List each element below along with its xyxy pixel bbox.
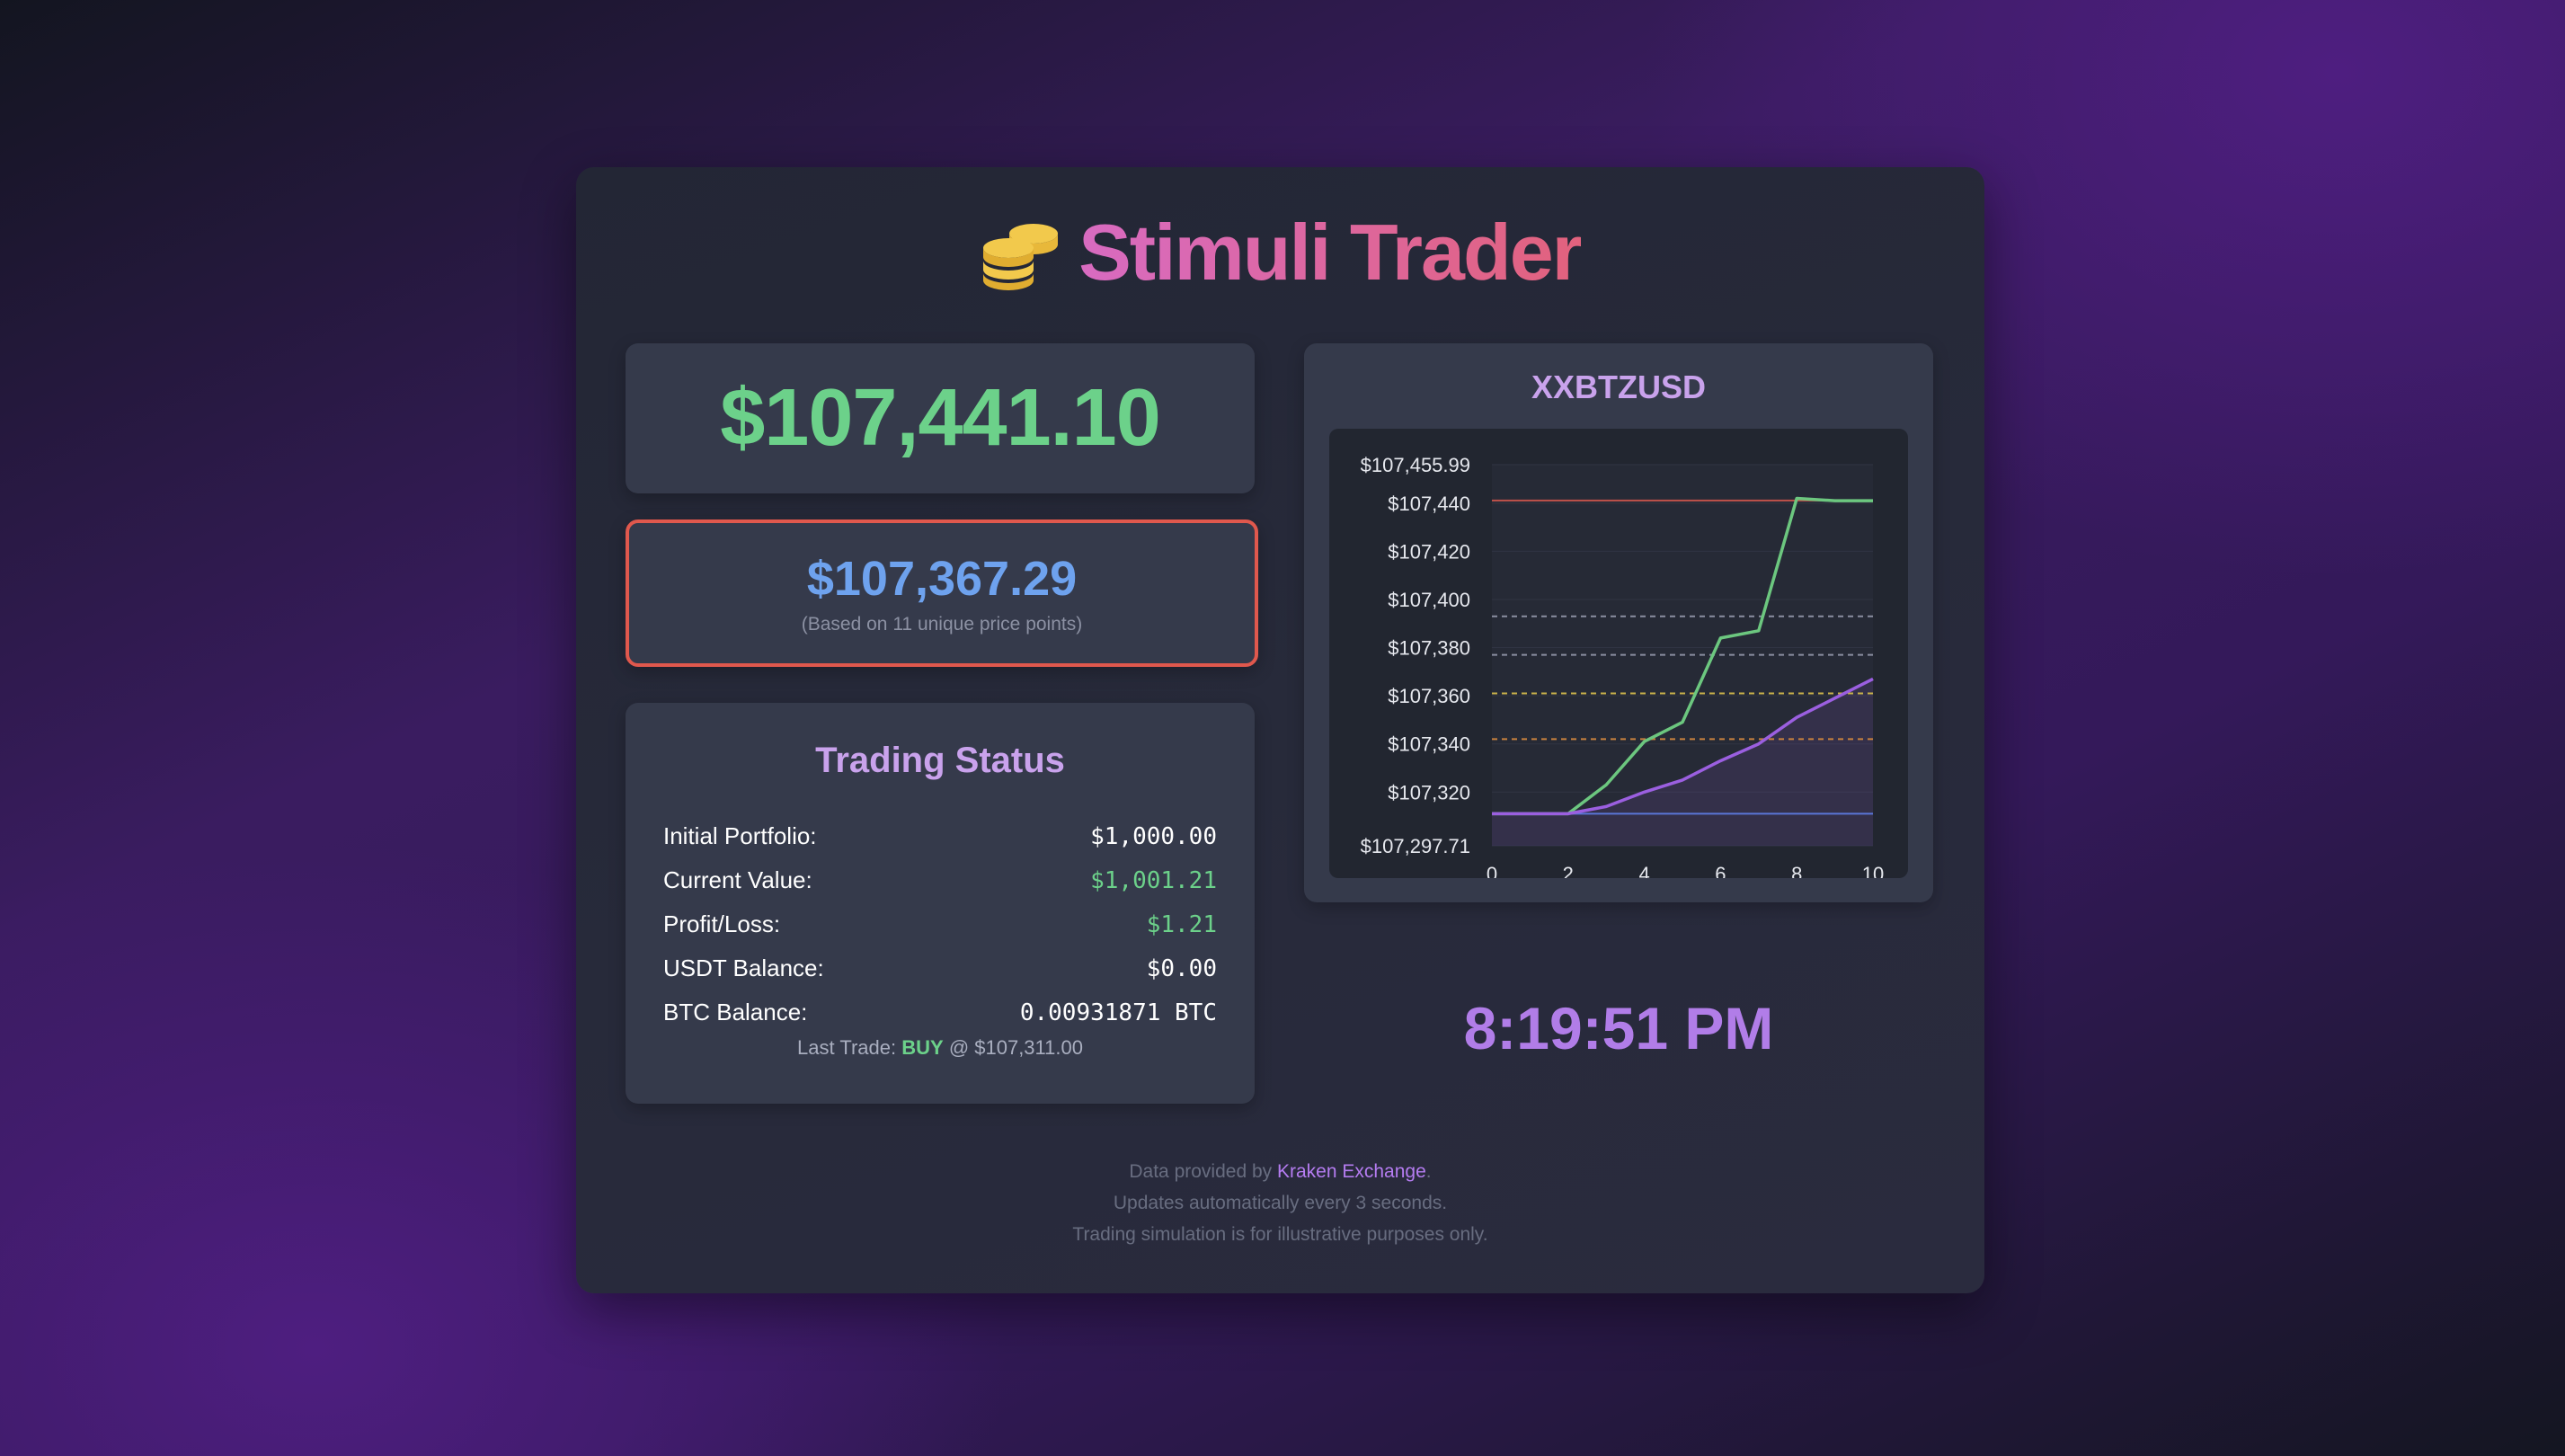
chart-area: $107,297.71 $107,320 $107,340 $107,360 $107,… bbox=[1329, 429, 1908, 878]
price-chart: $107,297.71 $107,320 $107,340 $107,360 $107,… bbox=[1361, 454, 1885, 878]
y-tick-label: $107,440 bbox=[1388, 493, 1470, 515]
x-tick-label: 4 bbox=[1638, 863, 1649, 878]
footer-provider: Data provided by Kraken Exchange. bbox=[576, 1156, 1984, 1187]
footer-disclaimer: Trading simulation is for illustrative p… bbox=[1072, 1224, 1488, 1245]
x-tick-label: 8 bbox=[1791, 863, 1802, 878]
y-tick-label: $107,340 bbox=[1388, 733, 1470, 756]
y-tick-label: $107,320 bbox=[1388, 781, 1470, 803]
status-label: Profit/Loss: bbox=[663, 910, 781, 937]
app-header: Stimuli Trader bbox=[576, 203, 1984, 302]
x-tick-label: 10 bbox=[1862, 863, 1884, 878]
y-tick-label: $107,360 bbox=[1388, 685, 1470, 707]
status-row-btc-balance: BTC Balance: 0.00931871 BTC bbox=[663, 990, 1217, 1034]
coins-icon bbox=[983, 224, 1059, 290]
price-chart-panel: XXBTZUSD $107,297.71 $107,320 $107,340 $107… bbox=[1304, 343, 1933, 902]
x-tick-label: 0 bbox=[1487, 863, 1497, 878]
trading-status-title: Trading Status bbox=[815, 741, 1065, 780]
trading-status-panel: Trading Status Initial Portfolio: $1,000… bbox=[626, 703, 1255, 1104]
status-value: 0.00931871 BTC bbox=[1019, 999, 1217, 1026]
status-row-usdt-balance: USDT Balance: $0.00 bbox=[663, 946, 1217, 990]
y-tick-label: $107,297.71 bbox=[1361, 835, 1470, 857]
status-row-current-value: Current Value: $1,001.21 bbox=[663, 858, 1217, 902]
status-value: $0.00 bbox=[1146, 954, 1217, 982]
footer-update-note: Updates automatically every 3 seconds. bbox=[1113, 1193, 1448, 1213]
status-row-initial-portfolio: Initial Portfolio: $1,000.00 bbox=[663, 814, 1217, 858]
y-tick-label: $107,420 bbox=[1388, 540, 1470, 563]
last-trade: Last Trade: BUY @ $107,311.00 bbox=[626, 1036, 1255, 1060]
last-trade-side: BUY bbox=[901, 1036, 944, 1059]
average-price-note: (Based on 11 unique price points) bbox=[801, 614, 1083, 635]
status-label: BTC Balance: bbox=[663, 999, 808, 1025]
current-price: $107,441.10 bbox=[720, 373, 1160, 463]
status-label: Current Value: bbox=[663, 866, 812, 893]
x-tick-label: 2 bbox=[1563, 863, 1574, 878]
last-trade-price: @ $107,311.00 bbox=[948, 1036, 1083, 1059]
footer-provider-prefix: Data provided by bbox=[1129, 1161, 1273, 1182]
chart-title: XXBTZUSD bbox=[1531, 368, 1706, 405]
status-value: $1.21 bbox=[1146, 910, 1217, 938]
status-value: $1,000.00 bbox=[1090, 822, 1217, 850]
series-line bbox=[1492, 677, 1874, 816]
status-label: USDT Balance: bbox=[663, 954, 824, 981]
clock: 8:19:51 PM bbox=[1463, 995, 1774, 1061]
current-price-panel: $107,441.10 bbox=[626, 343, 1255, 493]
last-trade-prefix: Last Trade: bbox=[797, 1036, 897, 1059]
series-area bbox=[1492, 679, 1873, 846]
average-price: $107,367.29 bbox=[806, 552, 1078, 606]
status-row-profit-loss: Profit/Loss: $1.21 bbox=[663, 902, 1217, 946]
main-card: Stimuli Trader $107,441.10 $107,367.29 (… bbox=[576, 167, 1984, 1293]
footer: Data provided by Kraken Exchange. Update… bbox=[576, 1156, 1984, 1250]
y-tick-label: $107,455.99 bbox=[1361, 454, 1470, 476]
kraken-exchange-link[interactable]: Kraken Exchange bbox=[1276, 1161, 1426, 1182]
x-tick-label: 6 bbox=[1715, 863, 1726, 878]
status-value: $1,001.21 bbox=[1090, 866, 1217, 894]
app-title: Stimuli Trader bbox=[1078, 208, 1583, 297]
footer-provider-suffix: . bbox=[1425, 1161, 1432, 1182]
status-label: Initial Portfolio: bbox=[663, 822, 817, 849]
trading-status-rows: Initial Portfolio: $1,000.00 Current Val… bbox=[663, 814, 1217, 1034]
y-tick-label: $107,400 bbox=[1388, 589, 1470, 611]
average-price-panel: $107,367.29 (Based on 11 unique price po… bbox=[626, 519, 1258, 667]
y-tick-label: $107,380 bbox=[1388, 637, 1470, 660]
